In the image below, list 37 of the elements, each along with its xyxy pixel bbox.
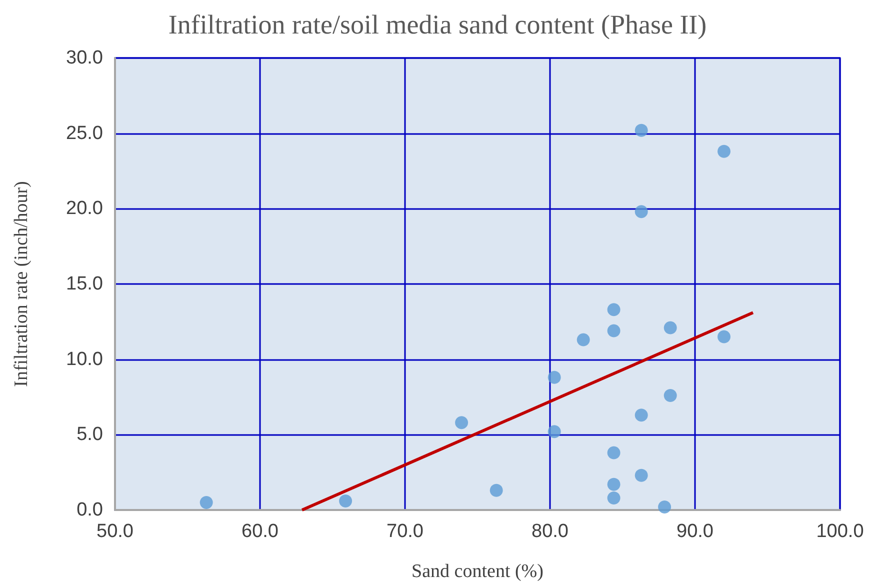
x-axis-title: Sand content (%) — [412, 561, 544, 582]
point — [607, 303, 620, 316]
point — [607, 491, 620, 504]
x-tick-label: 60.0 — [242, 521, 278, 542]
x-tick-label: 70.0 — [386, 521, 424, 542]
y-tick-label: 10.0 — [66, 348, 103, 370]
point — [658, 500, 672, 514]
point — [455, 416, 468, 430]
chart-title: Infiltration rate/soil media sand content (Phase II) — [168, 10, 707, 40]
point — [607, 446, 620, 460]
point — [664, 321, 677, 334]
point — [490, 484, 503, 497]
point — [718, 330, 730, 344]
y-tick-label: 20.0 — [66, 198, 103, 220]
point — [339, 494, 352, 508]
y-axis-title: Infiltration rate (inch/hour) — [11, 181, 32, 387]
point — [634, 468, 648, 482]
x-tick-label: 50.0 — [96, 521, 134, 542]
point — [607, 478, 620, 491]
x-tick-label: 100.0 — [816, 521, 864, 542]
x-tick-label: 80.0 — [532, 521, 568, 542]
x-tick-label: 90.0 — [676, 521, 714, 542]
point — [200, 496, 213, 509]
point — [548, 425, 561, 438]
y-tick-label: 30.0 — [66, 48, 103, 68]
point — [607, 324, 620, 338]
y-tick-label: 0.0 — [76, 500, 103, 520]
point — [576, 333, 590, 346]
point — [664, 388, 677, 402]
point — [634, 408, 648, 422]
point — [634, 205, 648, 218]
point — [548, 370, 561, 384]
y-tick-label: 15.0 — [66, 274, 103, 294]
y-tick-label: 25.0 — [66, 122, 103, 144]
point — [718, 144, 730, 158]
point — [634, 124, 648, 137]
y-tick-label: 5.0 — [76, 424, 103, 446]
